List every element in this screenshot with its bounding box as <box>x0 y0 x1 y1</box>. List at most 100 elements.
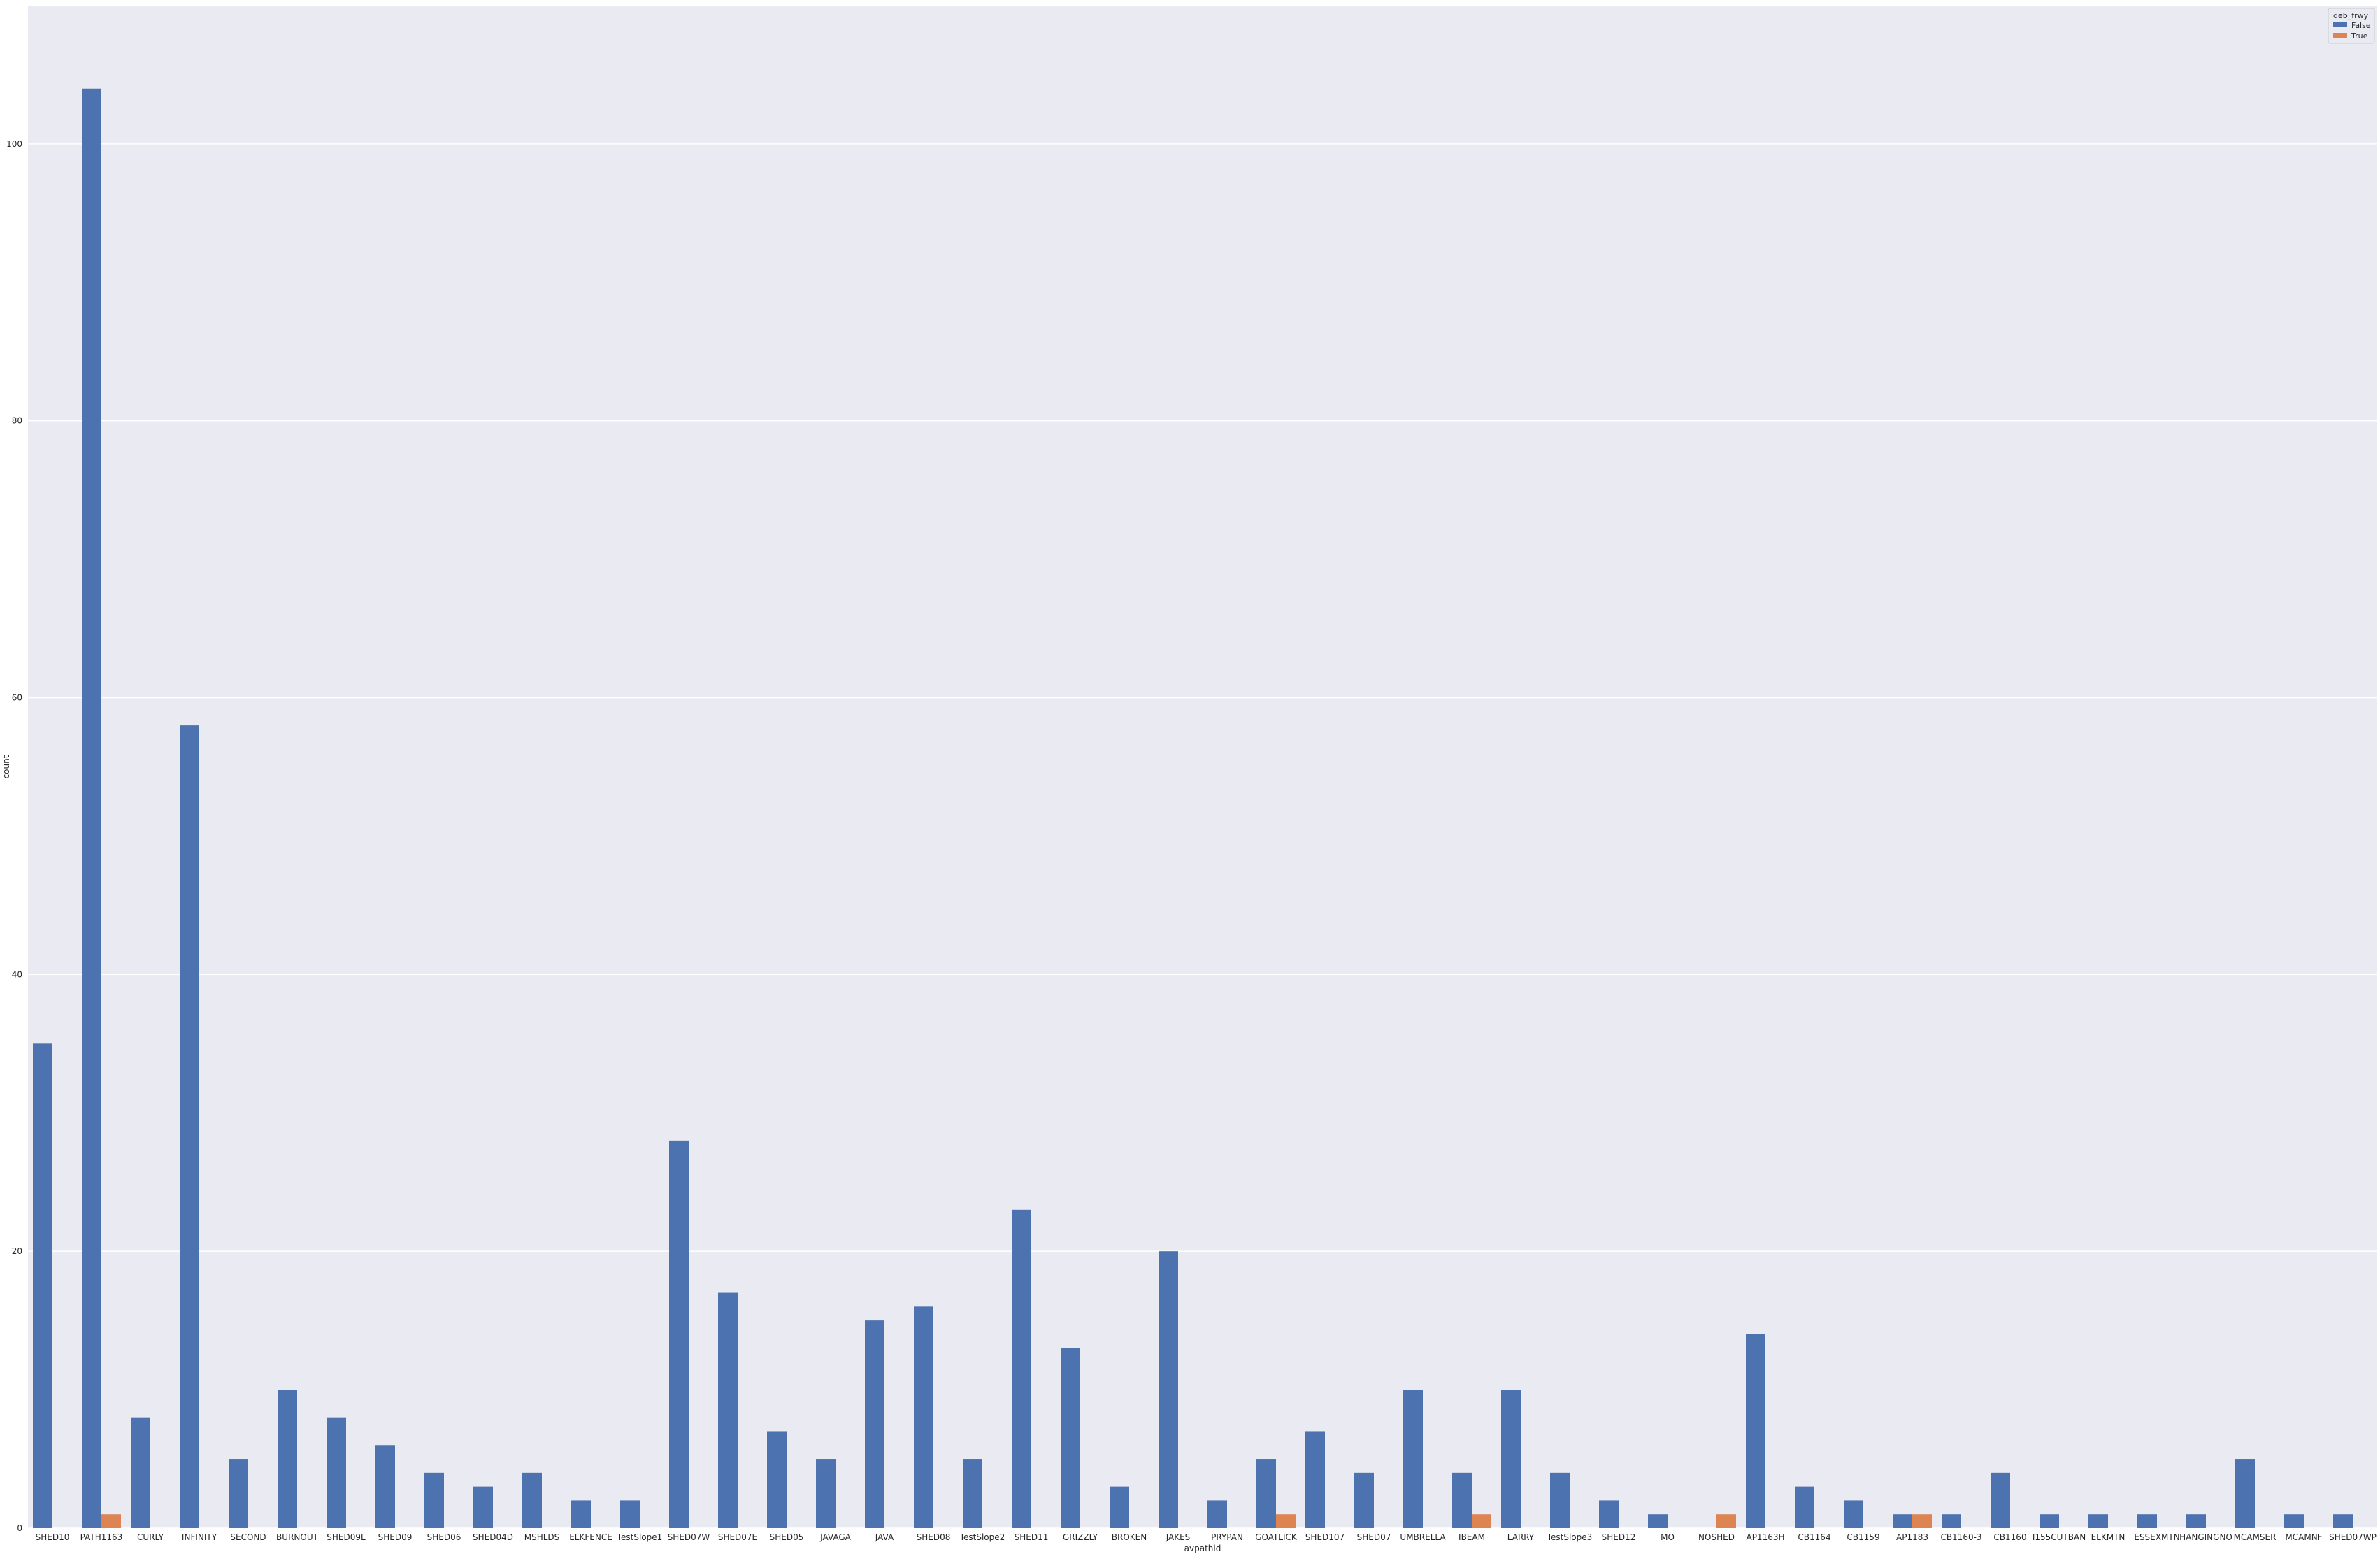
bar-false-shed08 <box>914 1306 933 1528</box>
bar-false-shed05 <box>767 1431 787 1528</box>
x-tick-label: JAVA <box>875 1532 894 1542</box>
bar-false-shed11 <box>1012 1209 1031 1528</box>
bar-false-cb1164 <box>1795 1486 1814 1528</box>
bar-false-path1163 <box>82 88 101 1529</box>
bar-false-prypan <box>1207 1500 1227 1528</box>
x-tick-label: TestSlope2 <box>959 1532 1005 1542</box>
bar-false-cb1160 <box>1991 1472 2010 1528</box>
x-tick-label: GRIZZLY <box>1063 1532 1098 1542</box>
bar-false-grizzly <box>1061 1348 1080 1528</box>
x-tick-label: BROKEN <box>1112 1532 1147 1542</box>
bar-false-mcamser <box>2235 1459 2255 1528</box>
legend-title: deb_frwy <box>2333 11 2369 20</box>
y-axis-label: count <box>1 755 11 778</box>
bar-false-testslope3 <box>1550 1472 1570 1528</box>
x-tick-label: HANGINGNO <box>2179 1532 2232 1542</box>
bars <box>33 88 2353 1529</box>
y-tick-label: 80 <box>12 416 22 426</box>
x-tick-label: LARRY <box>1507 1532 1535 1542</box>
x-tick-label: SHED06 <box>427 1532 461 1542</box>
bar-false-larry <box>1501 1390 1521 1528</box>
x-tick-label: ELKMTN <box>2091 1532 2125 1542</box>
bar-false-shed10 <box>33 1043 52 1528</box>
bar-false-goatlick <box>1256 1459 1276 1528</box>
bar-false-infinity <box>180 725 199 1528</box>
x-tick-label: PATH1163 <box>80 1532 123 1542</box>
x-tick-label: PRYPAN <box>1211 1532 1243 1542</box>
bar-true-ap1183 <box>1912 1514 1932 1528</box>
bar-true-ibeam <box>1472 1514 1491 1528</box>
y-tick-label: 40 <box>12 969 22 979</box>
bar-false-shed09l <box>327 1417 346 1528</box>
x-tick-label: UMBRELLA <box>1400 1532 1446 1542</box>
x-tick-label: SHED07E <box>718 1532 757 1542</box>
bar-false-testslope2 <box>963 1459 982 1528</box>
bar-false-umbrella <box>1403 1390 1423 1528</box>
y-tick-label: 0 <box>17 1523 22 1533</box>
x-tick-label: SHED10 <box>36 1532 70 1542</box>
x-tick-label: JAKES <box>1166 1532 1191 1542</box>
bar-false-cb1160-3 <box>1942 1514 1961 1528</box>
bar-false-shed07e <box>718 1292 738 1528</box>
x-tick-label: SHED08 <box>917 1532 951 1542</box>
x-tick-label: JAVAGA <box>819 1532 852 1542</box>
x-tick-label: INFINITY <box>182 1532 217 1542</box>
x-tick-label: CURLY <box>137 1532 164 1542</box>
x-tick-label: ELKFENCE <box>569 1532 612 1542</box>
x-tick-label: TestSlope3 <box>1547 1532 1593 1542</box>
x-tick-label: ESSEXMTN <box>2134 1532 2179 1542</box>
bar-false-mcamnf <box>2284 1514 2304 1528</box>
legend: deb_frwy False True <box>2328 8 2375 44</box>
y-tick-label: 100 <box>6 139 22 149</box>
x-tick-label: SHED07WP <box>2329 1532 2377 1542</box>
x-tick-label: IBEAM <box>1458 1532 1485 1542</box>
x-tick-label: SHED04D <box>473 1532 513 1542</box>
bar-false-broken <box>1110 1486 1129 1528</box>
x-tick-label: SHED09L <box>327 1532 366 1542</box>
x-tick-label: SHED07 <box>1357 1532 1391 1542</box>
bar-true-noshed <box>1716 1514 1736 1528</box>
bar-false-shed07wp <box>2333 1514 2353 1528</box>
bar-false-testslope1 <box>620 1500 640 1528</box>
bar-false-hangingno <box>2186 1514 2206 1528</box>
bar-false-javaga <box>816 1459 836 1528</box>
bar-false-curly <box>131 1417 150 1528</box>
x-tick-label: SHED05 <box>770 1532 804 1542</box>
x-tick-label: I155CUTBAN <box>2033 1532 2086 1542</box>
legend-swatch-false <box>2333 22 2347 27</box>
y-tick-labels: 0 20 40 60 80 100 <box>6 139 22 1533</box>
bar-false-essexmtn <box>2137 1514 2157 1528</box>
bar-false-shed07 <box>1354 1472 1374 1528</box>
bar-false-shed107 <box>1305 1431 1325 1528</box>
bar-false-shed12 <box>1599 1500 1619 1528</box>
y-tick-label: 20 <box>12 1246 22 1256</box>
bar-false-java <box>865 1320 884 1528</box>
bar-false-ibeam <box>1452 1472 1472 1528</box>
bar-false-cb1159 <box>1844 1500 1863 1528</box>
bar-false-shed07w <box>669 1140 689 1528</box>
y-tick-label: 60 <box>12 693 22 703</box>
bar-false-burnout <box>278 1390 297 1528</box>
bar-false-shed09 <box>375 1445 395 1528</box>
x-tick-label: CB1160 <box>1993 1532 2026 1542</box>
x-tick-label: CB1160-3 <box>1940 1532 1981 1542</box>
x-tick-label: NOSHED <box>1698 1532 1735 1542</box>
x-tick-label: TestSlope1 <box>617 1532 663 1542</box>
bar-false-ap1163h <box>1746 1334 1765 1528</box>
bar-false-elkmtn <box>2088 1514 2108 1528</box>
x-tick-label: SHED11 <box>1015 1532 1049 1542</box>
x-tick-label: SHED107 <box>1305 1532 1345 1542</box>
x-axis-label: avpathid <box>1184 1544 1221 1553</box>
bar-false-elkfence <box>571 1500 591 1528</box>
bar-false-second <box>229 1459 248 1528</box>
x-tick-label: MSHLDS <box>524 1532 560 1542</box>
legend-swatch-true <box>2333 33 2347 38</box>
bar-false-mo <box>1648 1514 1668 1528</box>
x-tick-label: MCAMNF <box>2285 1532 2322 1542</box>
bar-false-ap1183 <box>1893 1514 1912 1528</box>
x-tick-label: MCAMSER <box>2234 1532 2277 1542</box>
x-tick-label: BURNOUT <box>276 1532 319 1542</box>
bar-false-mshlds <box>522 1472 542 1528</box>
x-tick-label: CB1164 <box>1798 1532 1830 1542</box>
